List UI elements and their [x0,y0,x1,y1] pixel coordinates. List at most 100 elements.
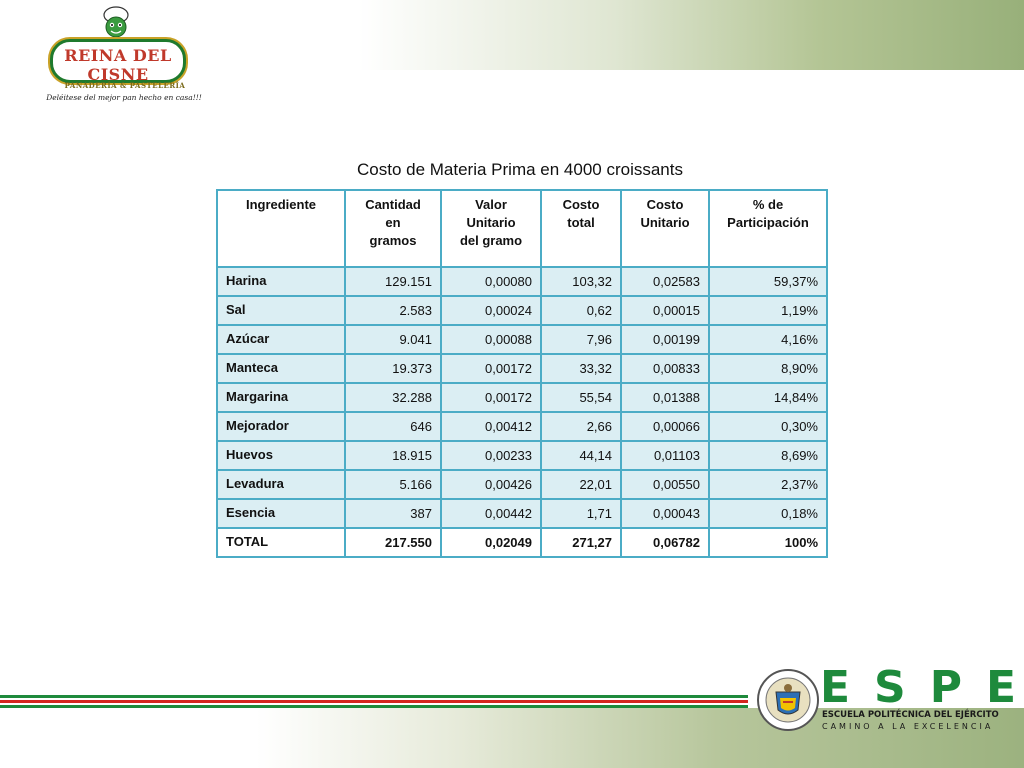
value-cell: 0,06782 [620,527,710,558]
column-header-line: Unitario [640,215,690,230]
column-header-line: total [567,215,595,230]
column-header-line: Costo [562,197,600,212]
value-cell: 0,00043 [620,498,710,529]
value-cell: 129.151 [344,266,442,297]
espe-motto: CAMINO A LA EXCELENCIA [822,722,994,731]
column-header: Cantidad en gramos [344,189,442,268]
value-cell: 44,14 [540,440,622,471]
value-cell: 0,00442 [440,498,542,529]
value-cell: 103,32 [540,266,622,297]
value-cell: 0,00088 [440,324,542,355]
value-cell: 0,00024 [440,295,542,326]
logo-badge [50,39,186,83]
value-cell: 8,69% [708,440,828,471]
espe-seal-icon [757,669,819,731]
table-row: Mejorador 646 0,00412 2,66 0,00066 0,30% [216,411,828,442]
ingredient-cell: Esencia [216,498,346,529]
value-cell: 55,54 [540,382,622,413]
value-cell: 0,02049 [440,527,542,558]
value-cell: 32.288 [344,382,442,413]
value-cell: 22,01 [540,469,622,500]
column-header-line: del gramo [459,233,523,248]
value-cell: 2.583 [344,295,442,326]
raw-material-cost-table: Ingrediente Cantidad en gramos Valor Unitario… [216,189,828,558]
ingredient-cell: TOTAL [216,527,346,558]
column-header: Costo Unitario [620,189,710,268]
value-cell: 2,37% [708,469,828,500]
bottom-gradient-band [0,708,1024,768]
table-row: Manteca 19.373 0,00172 33,32 0,00833 8,90% [216,353,828,384]
table-row: Sal 2.583 0,00024 0,62 0,00015 1,19% [216,295,828,326]
ingredient-cell: Manteca [216,353,346,384]
value-cell: 387 [344,498,442,529]
table-header-row: Ingrediente Cantidad en gramos Valor Unitario… [216,189,828,268]
ingredient-cell: Levadura [216,469,346,500]
column-header: % de Participación [708,189,828,268]
column-header: Costo total [540,189,622,268]
value-cell: 0,00550 [620,469,710,500]
value-cell: 100% [708,527,828,558]
reina-del-cisne-logo: REINA DEL CISNE PANADERÍA & PASTELERÍA D… [44,5,202,103]
column-header-line: en [385,215,401,230]
value-cell: 0,00066 [620,411,710,442]
column-header-line: Unitario [466,215,516,230]
value-cell: 1,71 [540,498,622,529]
value-cell: 646 [344,411,442,442]
value-cell: 0,01103 [620,440,710,471]
column-header-line: Costo [646,197,684,212]
table-body: Harina 129.151 0,00080 103,32 0,02583 59,37% S… [216,266,828,558]
column-header: Ingrediente [216,189,346,268]
chef-mascot-icon [103,6,129,38]
value-cell: 1,19% [708,295,828,326]
value-cell: 7,96 [540,324,622,355]
value-cell: 0,00412 [440,411,542,442]
ingredient-cell: Azúcar [216,324,346,355]
value-cell: 19.373 [344,353,442,384]
table-total-row: TOTAL 217.550 0,02049 271,27 0,06782 100% [216,527,828,558]
value-cell: 2,66 [540,411,622,442]
column-header-line: Cantidad [365,197,421,212]
column-header-line: Ingrediente [245,197,317,212]
value-cell: 0,00172 [440,353,542,384]
ingredient-cell: Huevos [216,440,346,471]
ingredient-cell: Harina [216,266,346,297]
logo-slogan: Deléitese del mejor pan hecho en casa!!! [46,93,202,102]
column-header: Valor Unitario del gramo [440,189,542,268]
espe-name: ESCUELA POLITÉCNICA DEL EJÉRCITO [822,710,999,720]
column-header-line: Valor [475,197,507,212]
value-cell: 0,18% [708,498,828,529]
value-cell: 59,37% [708,266,828,297]
ingredient-cell: Margarina [216,382,346,413]
logo-name: REINA DEL CISNE [64,46,172,84]
value-cell: 18.915 [344,440,442,471]
value-cell: 14,84% [708,382,828,413]
ingredient-cell: Sal [216,295,346,326]
value-cell: 33,32 [540,353,622,384]
table-row: Harina 129.151 0,00080 103,32 0,02583 59,37% [216,266,828,297]
column-header-line: Participación [727,215,809,230]
column-header-line: % de [752,197,784,212]
value-cell: 0,00199 [620,324,710,355]
value-cell: 0,00172 [440,382,542,413]
table-row: Huevos 18.915 0,00233 44,14 0,01103 8,69% [216,440,828,471]
value-cell: 9.041 [344,324,442,355]
value-cell: 271,27 [540,527,622,558]
value-cell: 217.550 [344,527,442,558]
value-cell: 0,00833 [620,353,710,384]
value-cell: 0,01388 [620,382,710,413]
value-cell: 0,62 [540,295,622,326]
footer-stripes [0,695,748,709]
value-cell: 0,00426 [440,469,542,500]
table-title: Costo de Materia Prima en 4000 croissant… [357,160,683,179]
value-cell: 0,00080 [440,266,542,297]
value-cell: 5.166 [344,469,442,500]
value-cell: 4,16% [708,324,828,355]
logo-subtitle: PANADERÍA & PASTELERÍA [64,81,186,90]
value-cell: 0,02583 [620,266,710,297]
column-header-line: gramos [369,233,417,248]
ingredient-cell: Mejorador [216,411,346,442]
value-cell: 0,00015 [620,295,710,326]
table-row: Margarina 32.288 0,00172 55,54 0,01388 14,84% [216,382,828,413]
table-row: Azúcar 9.041 0,00088 7,96 0,00199 4,16% [216,324,828,355]
table-row: Levadura 5.166 0,00426 22,01 0,00550 2,37% [216,469,828,500]
